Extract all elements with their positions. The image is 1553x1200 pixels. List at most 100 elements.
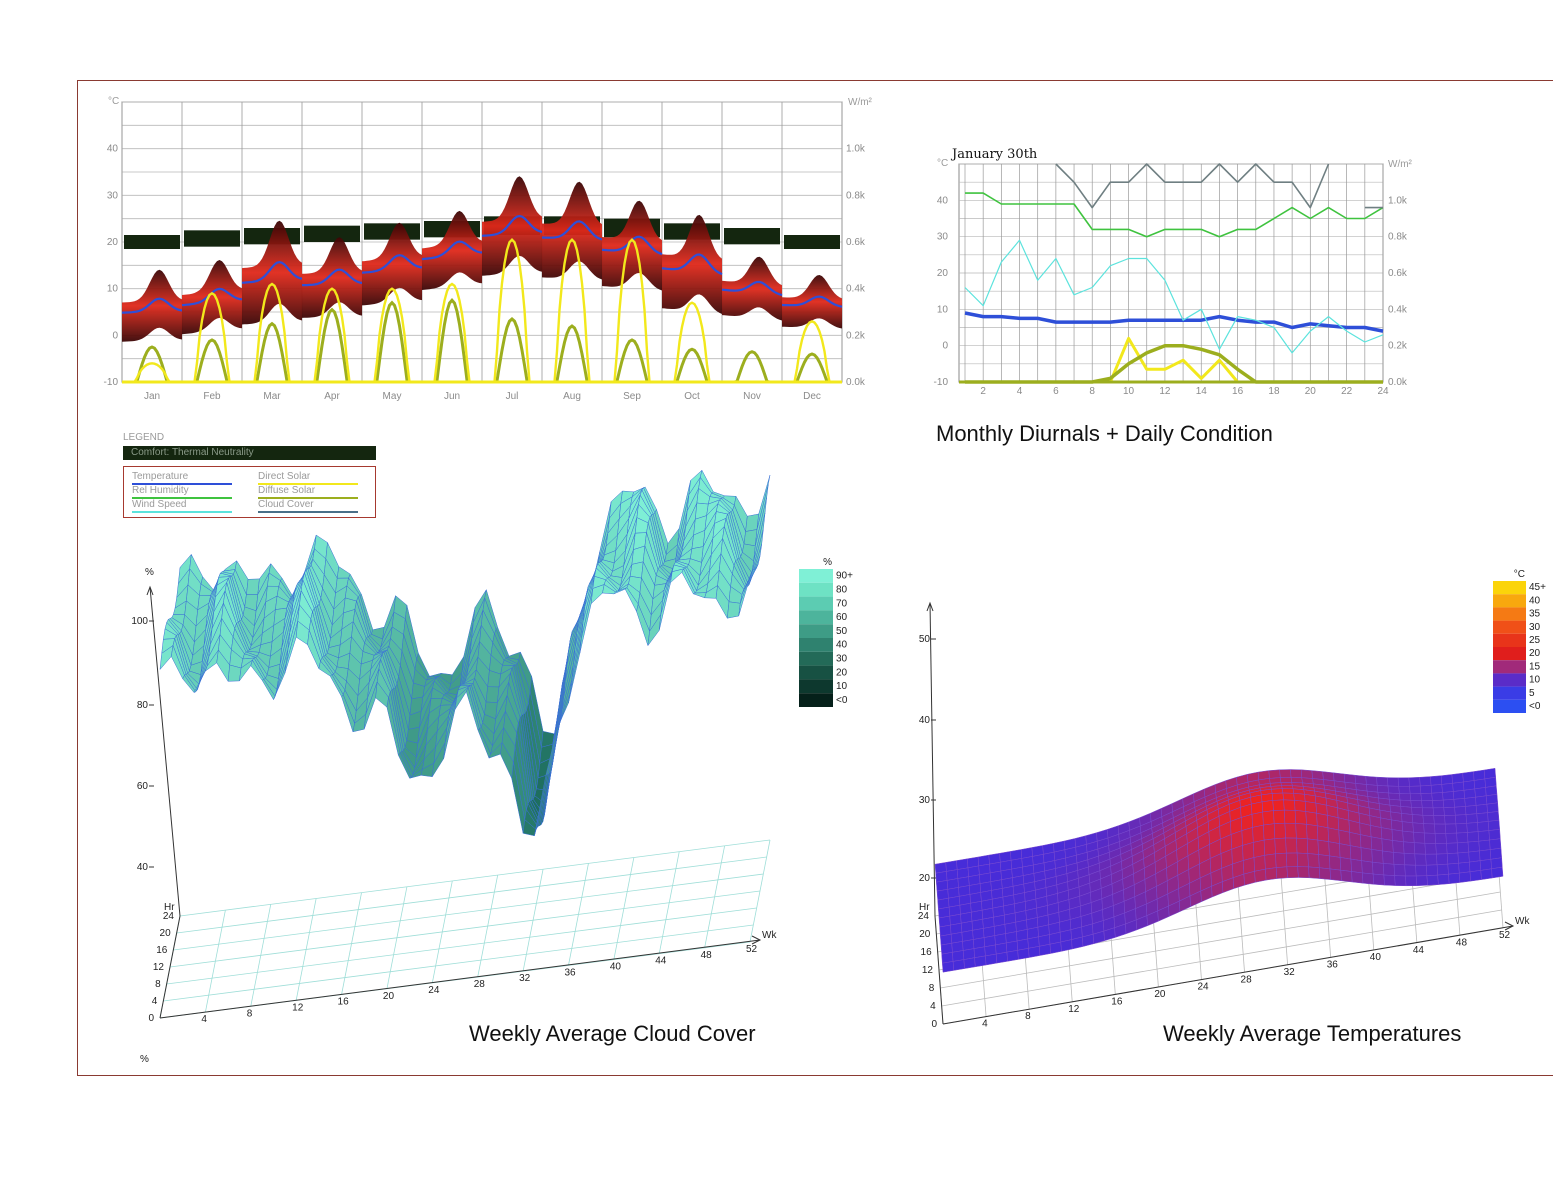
x-tick-label: 36 (1327, 960, 1339, 971)
temperature-range-band (182, 260, 242, 335)
y-tick-label: 20 (107, 237, 119, 248)
surface-cell (1455, 823, 1468, 834)
surface-cell (1441, 783, 1454, 793)
x-tick-label: 4 (1017, 386, 1023, 397)
legend-item-swatch (258, 511, 358, 513)
surface-cell (1271, 792, 1284, 801)
surface-cell (1452, 781, 1465, 792)
surface-cell (1290, 769, 1303, 778)
surface-cell (1466, 822, 1479, 833)
scale-label: 20 (1529, 648, 1541, 659)
surface-cell (1371, 849, 1384, 864)
surface-cell (1430, 775, 1443, 786)
y2-tick-label: 0.8k (846, 190, 866, 201)
temperature-mean-line (421, 240, 483, 261)
surface-cell (1479, 859, 1492, 871)
surface-cell (1426, 864, 1438, 876)
surface-cell (1432, 799, 1445, 809)
legend-item-label: Diffuse Solar (258, 485, 316, 496)
surface-cell (1282, 788, 1294, 794)
legend-item-label: Temperature (132, 471, 189, 482)
temperature-range-band (782, 275, 842, 329)
surface-cell (1394, 875, 1407, 887)
y-tick-label: 40 (107, 144, 119, 155)
temperature-mean-line (361, 254, 423, 274)
surface-cell (1327, 827, 1340, 844)
floor-grid-line (166, 907, 757, 985)
x-tick-label: 8 (1025, 1011, 1031, 1022)
temperature-mean-line (301, 268, 363, 287)
surface-cell (1420, 792, 1433, 801)
surface-cell (1295, 823, 1308, 840)
surface-cell (1468, 850, 1481, 863)
surface-cell (1415, 875, 1428, 886)
y-tick-label: 4 (152, 996, 158, 1007)
x-tick-label: 22 (1341, 386, 1353, 397)
surface-cell (1273, 809, 1286, 824)
z-tick-label: 40 (137, 862, 149, 873)
floor-grid-line (179, 839, 771, 917)
x-tick-label: 12 (1068, 1004, 1080, 1015)
z-tick-label: 40 (919, 715, 931, 726)
surface-cell (1296, 852, 1309, 868)
y-tick-label: 24 (918, 911, 930, 922)
legend-item-label: Direct Solar (258, 471, 311, 482)
y-tick-label: 30 (937, 232, 949, 243)
humidity-line (965, 192, 1384, 238)
surface-cell (1262, 810, 1275, 826)
z-tick-label: 50 (919, 634, 931, 645)
legend-item: Rel Humidity (132, 485, 232, 499)
y-tick-label: 30 (107, 190, 119, 201)
surface-cell (1424, 832, 1436, 844)
x-tick-label: Mar (263, 391, 281, 402)
surface-cell (1415, 864, 1428, 877)
surface-cell (1453, 790, 1465, 800)
surface-cell (1463, 788, 1476, 799)
surface-cell (1401, 821, 1414, 833)
surface-cell (995, 951, 1008, 964)
temperature-range-band (122, 269, 182, 342)
temperature-range-band (602, 200, 662, 291)
scale-label: 30 (836, 653, 848, 664)
temperature-mean-line (481, 214, 543, 237)
surface-cell (1485, 794, 1498, 805)
comfort-band (304, 225, 360, 242)
surface-cell (1451, 772, 1464, 784)
scale-label: 45+ (1529, 582, 1546, 593)
scale-swatch (799, 624, 833, 638)
z-tick-label: 100 (131, 616, 148, 627)
surface-cell (1465, 805, 1478, 815)
surface-cell (1474, 787, 1487, 798)
legend-comfort-swatch: Comfort: Thermal Neutrality (123, 446, 376, 460)
surface-cell (1464, 796, 1477, 807)
surface-cell (1382, 863, 1395, 876)
surface-cell (1422, 807, 1434, 816)
surface-cell (1442, 799, 1455, 808)
y-tick-label: 20 (919, 929, 931, 940)
x-tick-label: 52 (746, 944, 758, 955)
surface-cell (1409, 793, 1422, 801)
scale-label: 40 (1529, 595, 1541, 606)
surface-cell (1430, 784, 1443, 794)
legend-item-label: Cloud Cover (258, 499, 314, 510)
caption-cloud: Weekly Average Cloud Cover (469, 1021, 756, 1046)
scale-swatch (799, 582, 833, 597)
surface-cell (1317, 839, 1330, 857)
surface-cell (1475, 803, 1488, 814)
surface-cell (1397, 777, 1410, 787)
surface-cell (1480, 868, 1493, 880)
temperature-range-band (422, 210, 482, 290)
surface-cell (1436, 853, 1449, 866)
surface-cell (1446, 842, 1459, 854)
surface-cell (1399, 799, 1412, 808)
x-tick-label: 48 (701, 950, 713, 961)
surface-cell (1300, 769, 1313, 779)
x-tick-label: 40 (610, 962, 622, 973)
scale-unit: % (823, 557, 832, 568)
x-tick-label: 24 (1197, 982, 1209, 993)
surface-cell (1469, 860, 1482, 873)
scale-swatch (799, 693, 833, 707)
surface-cell (1467, 840, 1480, 853)
x-tick-label: May (383, 391, 402, 402)
surface-cell (1376, 776, 1389, 787)
